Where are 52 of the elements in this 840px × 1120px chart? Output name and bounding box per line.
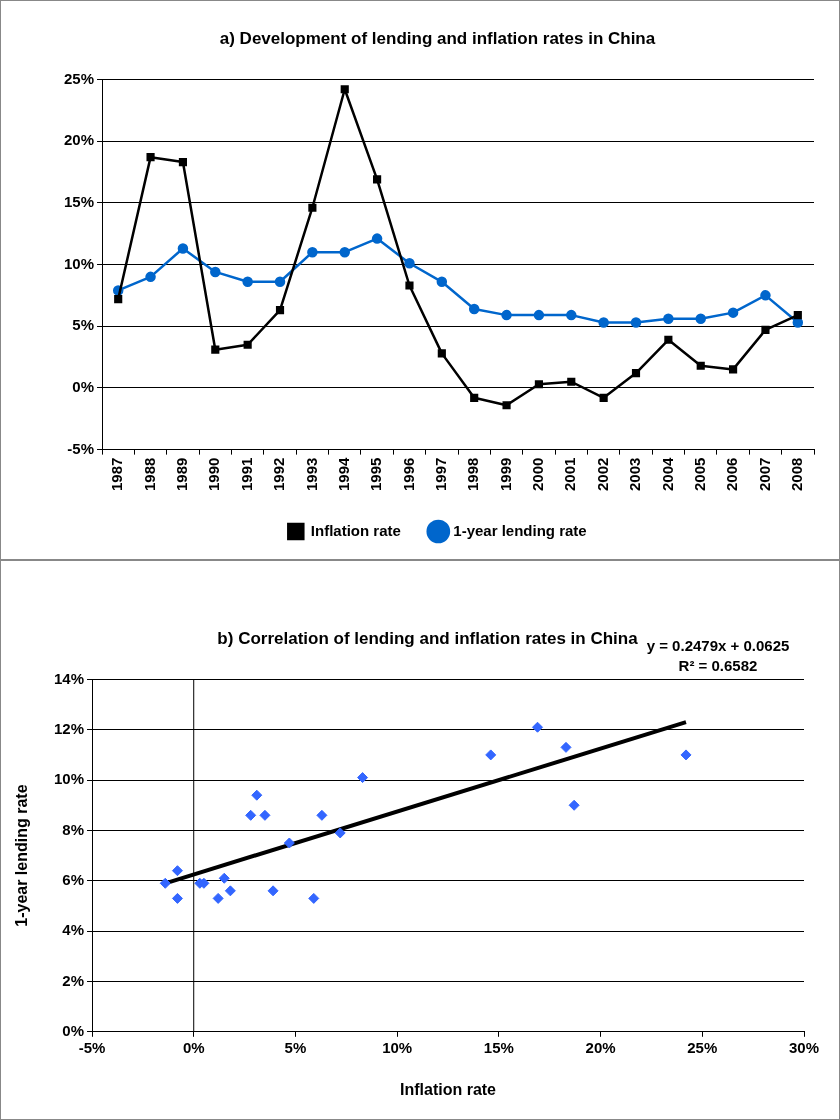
y-tick-label: 10% (63, 254, 95, 272)
y-tick-label: 2% (62, 971, 85, 989)
x-tick-label: 1998 (464, 457, 482, 492)
y-tick-label: 8% (62, 820, 85, 838)
x-tick-label: 30% (788, 1038, 820, 1056)
chart-title: a) Development of lending and inflation rates in China (219, 28, 656, 48)
text: R² = 0.6582 (678, 657, 758, 675)
x-tick-label: 0% (182, 1038, 205, 1056)
y-tick-label: 6% (62, 870, 85, 888)
x-tick-label: 2007 (755, 457, 773, 492)
x-tick-label: 1999 (496, 457, 514, 492)
x-tick-label: 1997 (431, 457, 449, 492)
x-tick-label: 1987 (108, 457, 126, 492)
y-tick-label: 14% (53, 669, 85, 687)
x-tick-label: 1994 (334, 456, 352, 492)
chart-title: b) Correlation of lending and inflation rates in China (217, 628, 639, 648)
x-tick-label: 20% (585, 1038, 616, 1056)
text: y = 0.2479x + 0.0625 (646, 637, 790, 655)
x-tick-label: 15% (483, 1038, 514, 1056)
y-tick-label: 25% (63, 69, 95, 87)
y-tick-label: 20% (63, 131, 95, 149)
x-tick-label: 2003 (626, 457, 644, 492)
x-tick-label: 1989 (173, 457, 191, 492)
x-tick-label: 2000 (529, 457, 547, 492)
x-tick-label: 2004 (658, 456, 676, 492)
x-tick-label: 1991 (237, 457, 255, 492)
x-tick-label: 1993 (302, 457, 320, 492)
x-tick-label: 1988 (140, 457, 158, 492)
x-axis-title: Inflation rate (400, 1080, 497, 1098)
x-tick-label: 25% (687, 1038, 718, 1056)
x-tick-label: 1996 (399, 457, 417, 492)
y-tick-label: 0% (62, 1021, 85, 1039)
legend-label: Inflation rate (310, 521, 401, 539)
y-tick-label: 12% (53, 719, 85, 737)
y-tick-label: 15% (63, 192, 95, 210)
x-tick-label: 2002 (593, 457, 611, 492)
y-tick-label: 10% (53, 770, 85, 788)
y-tick-label: 5% (72, 316, 95, 334)
x-tick-label: 5% (284, 1038, 307, 1056)
x-tick-label: 2006 (723, 457, 741, 492)
y-axis-title: 1-year lending rate (13, 784, 31, 927)
x-tick-label: 1990 (205, 457, 223, 492)
y-tick-label: -5% (67, 439, 95, 457)
x-tick-label: 1995 (367, 457, 385, 492)
x-tick-label: 10% (382, 1038, 413, 1056)
legend-label: 1-year lending rate (453, 521, 587, 539)
x-tick-label: 2005 (690, 457, 708, 492)
x-tick-label: 2008 (787, 457, 805, 492)
y-tick-label: 4% (62, 921, 85, 939)
x-tick-label: 2001 (561, 457, 579, 492)
y-tick-label: 0% (72, 378, 95, 396)
x-tick-label: 1992 (270, 457, 288, 492)
